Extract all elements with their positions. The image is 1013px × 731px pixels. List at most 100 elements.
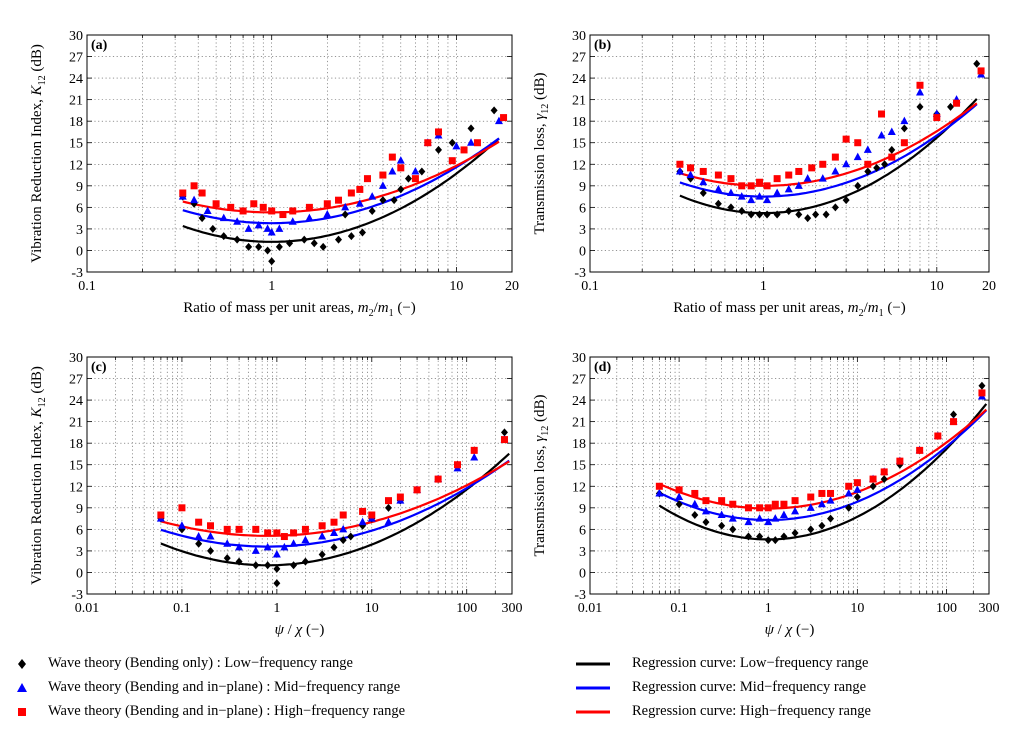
data-point-square [916,446,924,454]
x-tick-label: 10 [449,279,463,294]
data-point-triangle [244,224,253,232]
data-point-square [675,486,683,494]
data-point-triangle [779,510,788,518]
data-point-diamond [397,185,405,194]
data-point-diamond [827,514,835,523]
x-axis-label: ψ / χ (−) [275,622,325,638]
data-point-triangle [915,87,924,96]
data-point-square [473,139,481,147]
y-tick-label: 0 [579,566,586,581]
data-point-diamond [744,532,752,541]
data-point-diamond [773,210,781,219]
data-point-square [747,182,755,190]
data-point-square [290,529,298,537]
data-point-diamond [729,525,737,534]
data-point-square [356,185,364,193]
data-point-square [413,486,421,494]
data-point-diamond [947,102,955,111]
data-point-triangle [714,184,723,193]
data-point-square [227,203,235,211]
x-tick-label: 0.1 [78,279,96,294]
data-point-diamond [804,214,812,223]
data-point-square [424,139,432,147]
data-point-square [916,81,924,89]
data-point-square [791,497,799,505]
y-tick-label: 0 [579,244,586,259]
data-point-diamond [702,518,710,527]
data-point-square [718,497,726,505]
data-point-square [655,482,663,490]
data-point-square [264,529,272,537]
data-point-diamond [864,167,872,176]
data-point-diamond [873,163,881,172]
x-tick-label: 20 [982,279,996,294]
y-tick-label: 6 [579,201,586,216]
data-point-square [259,203,267,211]
data-point-diamond [235,557,243,566]
y-tick-label: 12 [572,158,586,173]
data-point-diamond [435,145,443,154]
data-point-square [268,207,276,215]
data-point-diamond [233,235,241,244]
data-point-square [896,457,904,465]
panel-label: (c) [91,360,107,375]
data-point-square [397,164,405,172]
data-point-diamond [795,210,803,219]
data-point-triangle [728,514,737,522]
data-point-diamond [384,503,392,512]
data-point-diamond [791,528,799,537]
data-point-square [869,475,877,483]
data-point-diamond [195,539,203,548]
data-point-diamond [785,206,793,215]
regression-curve [160,459,510,548]
data-point-square [727,175,735,183]
regression-curve [679,102,978,187]
x-tick-label: 0.1 [581,279,599,294]
data-point-square [335,196,343,204]
data-point-triangle [411,166,420,175]
data-point-diamond [738,206,746,215]
data-point-diamond [335,235,343,244]
line-swatch-icon [576,662,610,666]
y-tick-label: 27 [69,51,83,66]
regression-curve [160,460,510,537]
data-point-triangle [675,492,684,501]
data-point-triangle [655,488,664,497]
data-point-triangle [190,195,199,204]
data-point-diamond [379,196,387,205]
data-point-triangle [877,131,886,139]
data-point-square [368,511,376,519]
data-point-square [347,189,355,197]
x-tick-label: 1 [268,279,275,294]
data-point-square [190,182,198,190]
data-point-triangle [470,453,479,461]
line-swatch-icon [576,710,610,714]
y-tick-label: 30 [69,29,83,44]
data-point-diamond [854,181,862,190]
data-point-square [500,436,508,444]
legend: Wave theory (Bending only) : Low−frequen… [0,648,1013,731]
data-point-diamond [888,145,896,154]
data-point-triangle [794,181,803,189]
data-point-triangle [806,503,815,511]
data-point-square [687,164,695,172]
grid [590,35,989,272]
data-point-square [978,389,986,397]
y-tick-label: 15 [572,459,586,474]
diamond-marker-icon [18,659,26,669]
y-tick-label: 12 [572,480,586,495]
y-tick-label: 21 [572,94,586,109]
data-point-square [977,67,985,75]
data-point-triangle [784,184,793,193]
data-point-diamond [973,59,981,68]
data-point-square [827,489,835,497]
triangle-marker-icon [17,683,27,692]
data-point-square [842,135,850,143]
data-point-triangle [318,532,327,540]
data-point-diamond [727,203,735,212]
plot-data [156,428,510,588]
data-point-triangle [763,195,772,204]
data-point-square [289,207,297,215]
data-point-square [714,171,722,179]
data-point-square [330,518,338,526]
